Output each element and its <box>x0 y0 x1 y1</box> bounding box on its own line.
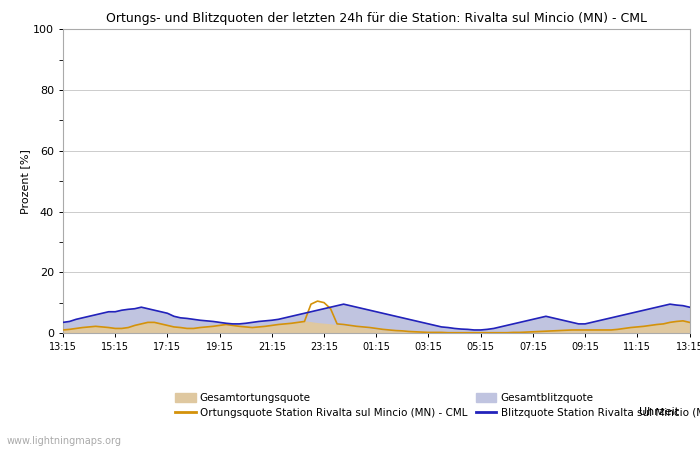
Text: Uhrzeit: Uhrzeit <box>639 407 679 417</box>
Title: Ortungs- und Blitzquoten der letzten 24h für die Station: Rivalta sul Mincio (MN: Ortungs- und Blitzquoten der letzten 24h… <box>106 12 647 25</box>
Text: www.lightningmaps.org: www.lightningmaps.org <box>7 436 122 446</box>
Y-axis label: Prozent [%]: Prozent [%] <box>20 148 30 214</box>
Legend: Gesamtortungsquote, Ortungsquote Station Rivalta sul Mincio (MN) - CML, Gesamtbl: Gesamtortungsquote, Ortungsquote Station… <box>175 393 700 418</box>
